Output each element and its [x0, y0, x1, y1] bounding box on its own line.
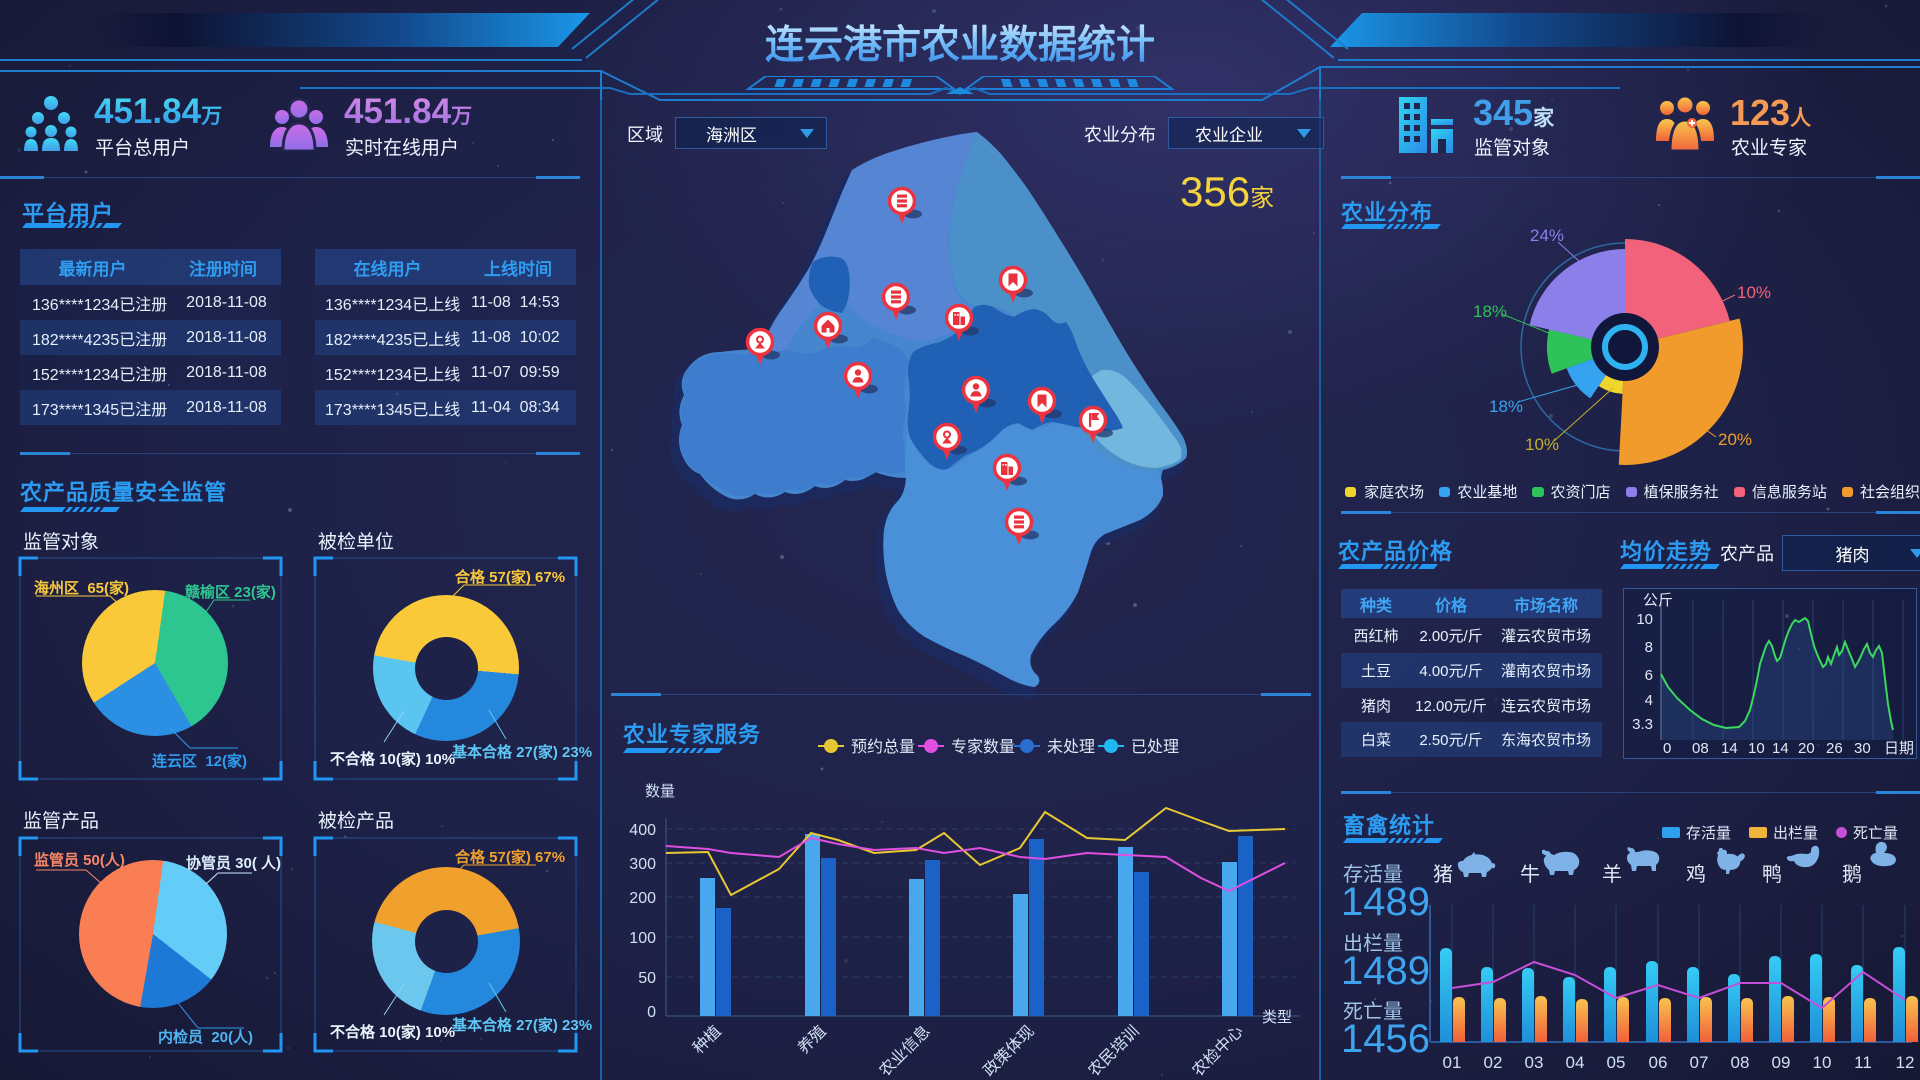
svg-text:公斤: 公斤: [1643, 592, 1673, 609]
svg-text:08: 08: [1731, 1053, 1750, 1072]
svg-text:政策体现: 政策体现: [980, 1022, 1038, 1080]
svg-text:24%: 24%: [1530, 226, 1564, 245]
svg-text:已处理: 已处理: [1131, 738, 1179, 756]
svg-text:10%: 10%: [1737, 283, 1771, 302]
svg-text:预约总量: 预约总量: [851, 738, 915, 756]
svg-text:30: 30: [1854, 740, 1871, 757]
svg-text:18%: 18%: [1489, 397, 1523, 416]
svg-text:100: 100: [629, 930, 656, 947]
svg-text:02: 02: [1484, 1053, 1503, 1072]
svg-text:11: 11: [1854, 1053, 1872, 1072]
svg-text:10: 10: [1636, 611, 1653, 628]
svg-text:农检中心: 农检中心: [1189, 1022, 1247, 1080]
svg-text:10%: 10%: [1525, 435, 1559, 454]
svg-text:种植: 种植: [689, 1022, 724, 1057]
svg-text:0: 0: [647, 1004, 656, 1021]
svg-text:20%: 20%: [1718, 430, 1752, 449]
svg-text:12: 12: [1896, 1053, 1915, 1072]
svg-text:数量: 数量: [645, 783, 675, 800]
svg-text:专家数量: 专家数量: [951, 738, 1015, 756]
svg-text:养殖: 养殖: [794, 1022, 829, 1057]
svg-text:400: 400: [629, 822, 656, 839]
svg-text:09: 09: [1772, 1053, 1791, 1072]
svg-text:300: 300: [629, 856, 656, 873]
svg-text:10: 10: [1813, 1053, 1832, 1072]
svg-text:50: 50: [638, 970, 656, 987]
svg-text:4: 4: [1645, 692, 1653, 709]
svg-text:20: 20: [1798, 740, 1815, 757]
svg-text:18%: 18%: [1473, 302, 1507, 321]
svg-text:类型: 类型: [1262, 1009, 1292, 1026]
svg-text:06: 06: [1649, 1053, 1668, 1072]
svg-text:04: 04: [1566, 1053, 1585, 1072]
svg-text:日期: 日期: [1884, 740, 1914, 757]
svg-text:0: 0: [1663, 740, 1671, 757]
svg-text:农民培训: 农民培训: [1085, 1022, 1143, 1080]
svg-text:14: 14: [1772, 740, 1789, 757]
svg-text:14: 14: [1721, 740, 1738, 757]
svg-text:05: 05: [1607, 1053, 1626, 1072]
svg-text:03: 03: [1525, 1053, 1544, 1072]
svg-text:07: 07: [1690, 1053, 1709, 1072]
svg-text:200: 200: [629, 890, 656, 907]
svg-text:26: 26: [1826, 740, 1843, 757]
svg-text:08: 08: [1692, 740, 1709, 757]
svg-text:8: 8: [1645, 639, 1653, 656]
svg-text:01: 01: [1443, 1053, 1462, 1072]
svg-text:10: 10: [1748, 740, 1765, 757]
svg-text:6: 6: [1645, 667, 1653, 684]
svg-text:未处理: 未处理: [1047, 738, 1095, 756]
svg-text:农业信息: 农业信息: [876, 1022, 934, 1080]
svg-text:3.3: 3.3: [1632, 716, 1653, 733]
